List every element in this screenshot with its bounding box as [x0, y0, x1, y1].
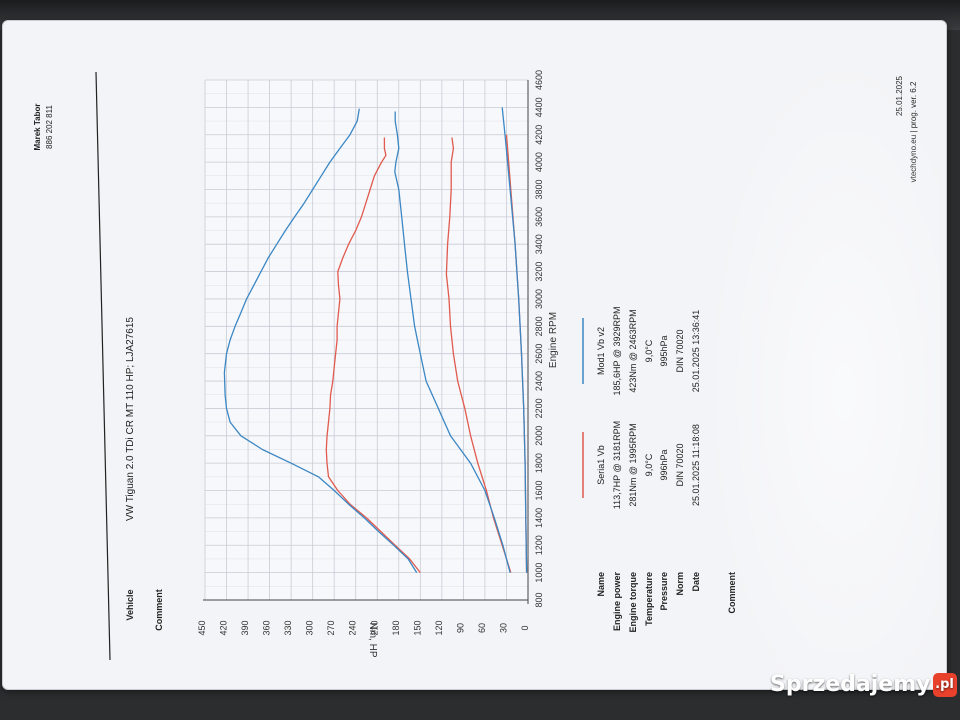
watermark: Sprzedajemy .pl — [770, 672, 957, 704]
y-tick-label: 90 — [455, 623, 465, 633]
x-tick-label: 2200 — [534, 398, 544, 418]
owner-phone: 886 202 811 — [45, 105, 54, 149]
result-label: Name — [596, 572, 606, 597]
series-line-5-loss — [501, 107, 528, 573]
y-tick-label: 390 — [240, 620, 250, 635]
series-line-2-torque — [223, 108, 418, 573]
header-rule — [95, 71, 111, 661]
y-tick-label: 60 — [477, 623, 487, 633]
y-axis-label: Nm, HP — [367, 623, 378, 658]
footer-software: vtechdyno.eu | prog. ver. 6.2 — [909, 81, 918, 182]
result-value-series1: 25.01.2025 11:18:08 — [691, 424, 701, 506]
footer-date: 25.01.2025 — [895, 75, 904, 116]
result-value-series2: 423Nm @ 2463RPM — [628, 309, 638, 392]
y-tick-label: 120 — [434, 620, 444, 635]
x-tick-label: 1600 — [534, 481, 544, 501]
vehicle-value: VW Tiguan 2.0 TDi CR MT 110 HP; LJA27615 — [125, 317, 136, 521]
result-label: Comment — [727, 572, 737, 614]
result-value-series1: Seria1 Vb — [596, 445, 606, 485]
result-value-series2: 25.01.2025 13:36:41 — [691, 310, 701, 393]
y-tick-label: 420 — [219, 620, 229, 635]
series-line-0-torque — [325, 137, 421, 574]
comment-label: Comment — [154, 589, 164, 631]
x-tick-label: 4000 — [534, 152, 544, 172]
x-tick-label: 4600 — [534, 70, 544, 90]
chart-grid — [204, 79, 529, 601]
chart-axes — [203, 80, 529, 604]
result-value-series2: DIN 70020 — [675, 329, 685, 372]
y-tick-label: 270 — [326, 620, 336, 635]
result-value-series1: 9,0°C — [644, 453, 654, 476]
result-label: Pressure — [659, 572, 669, 611]
result-value-series1: 113,7HP @ 3181RPM — [612, 421, 622, 509]
x-tick-label: 2000 — [534, 426, 544, 446]
x-tick-label: 3600 — [534, 207, 544, 227]
y-tick-label: 300 — [305, 620, 315, 635]
y-tick-label: 150 — [412, 620, 422, 635]
x-tick-label: 1800 — [534, 453, 544, 473]
watermark-text: Sprzedajemy — [770, 672, 931, 697]
x-tick-label: 2600 — [534, 344, 544, 364]
vehicle-label: Vehicle — [125, 589, 135, 620]
watermark-badge: .pl — [932, 673, 957, 697]
result-value-series2: 185,6HP @ 3929RPM — [612, 306, 622, 395]
y-tick-label: 30 — [498, 623, 508, 633]
result-value-series2: Mod1 Vb v2 — [596, 327, 606, 375]
result-label: Date — [691, 572, 701, 592]
y-tick-label: 0 — [520, 625, 530, 630]
result-value-series2: 9,0°C — [644, 339, 654, 362]
chart-tick-labels: 8001000120014001600180020002200240026002… — [197, 70, 544, 636]
x-tick-label: 1200 — [534, 535, 544, 555]
y-tick-label: 240 — [348, 620, 358, 635]
x-tick-label: 800 — [534, 592, 544, 607]
result-value-series1: 996hPa — [659, 449, 669, 480]
x-axis-label: Engine RPM — [548, 312, 559, 368]
x-tick-label: 2400 — [534, 371, 544, 391]
series-line-3-power — [394, 111, 511, 573]
chart-series — [223, 107, 528, 574]
x-tick-label: 3000 — [534, 289, 544, 309]
x-tick-label: 4200 — [534, 125, 544, 145]
x-tick-label: 1000 — [534, 563, 544, 583]
y-tick-label: 180 — [391, 620, 401, 635]
result-label: Norm — [675, 572, 685, 596]
owner-name: Marek Tabor — [33, 104, 42, 151]
y-tick-label: 210 — [369, 620, 379, 635]
result-value-series1: DIN 70020 — [675, 443, 685, 486]
y-tick-label: 450 — [197, 620, 207, 635]
result-value-series1: 281Nm @ 1995RPM — [628, 423, 638, 506]
result-label: Engine torque — [628, 572, 638, 633]
x-tick-label: 4400 — [534, 97, 544, 117]
x-tick-label: 3800 — [534, 179, 544, 199]
series-line-1-power — [445, 137, 512, 573]
x-tick-label: 3200 — [534, 262, 544, 282]
x-tick-label: 1400 — [534, 508, 544, 528]
x-tick-label: 3400 — [534, 234, 544, 254]
y-tick-label: 360 — [262, 620, 272, 635]
results-table: Name Engine power Engine torque Temperature… — [596, 306, 737, 632]
x-tick-label: 2800 — [534, 316, 544, 336]
result-label: Temperature — [644, 572, 654, 626]
result-label: Engine power — [612, 572, 622, 632]
result-value-series2: 995hPa — [659, 335, 669, 366]
y-tick-label: 330 — [283, 620, 293, 635]
